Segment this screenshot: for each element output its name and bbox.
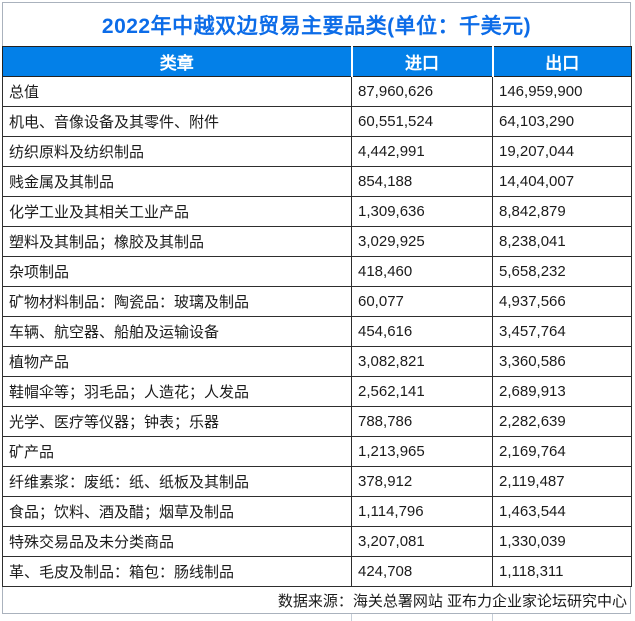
category-cell: 塑料及其制品；橡胶及其制品 bbox=[2, 226, 352, 257]
trade-table: 类章 进口 出口 总值 87,960,626 146,959,900 机电、音像… bbox=[2, 46, 632, 587]
table-body: 总值 87,960,626 146,959,900 机电、音像设备及其零件、附件… bbox=[2, 76, 632, 587]
category-cell: 革、毛皮及制品：箱包：肠线制品 bbox=[2, 556, 352, 587]
import-value-cell: 4,442,991 bbox=[351, 136, 493, 167]
export-value-cell: 3,360,586 bbox=[492, 346, 632, 377]
export-value-cell: 8,238,041 bbox=[492, 226, 632, 257]
category-cell: 光学、医疗等仪器；钟表；乐器 bbox=[2, 406, 352, 437]
import-value-cell: 1,309,636 bbox=[351, 196, 493, 227]
table-row: 纤维素浆：废纸：纸、纸板及其制品 378,912 2,119,487 bbox=[2, 466, 632, 497]
trade-table-container: 2022年中越双边贸易主要品类(单位：千美元) 类章 进口 出口 总值 87,9… bbox=[2, 2, 632, 614]
table-row: 杂项制品 418,460 5,658,232 bbox=[2, 256, 632, 287]
export-value-cell: 14,404,007 bbox=[492, 166, 632, 197]
export-value-cell: 3,457,764 bbox=[492, 316, 632, 347]
table-row: 矿产品 1,213,965 2,169,764 bbox=[2, 436, 632, 467]
category-cell: 机电、音像设备及其零件、附件 bbox=[2, 106, 352, 137]
category-cell: 矿物材料制品：陶瓷品：玻璃及制品 bbox=[2, 286, 352, 317]
import-value-cell: 418,460 bbox=[351, 256, 493, 287]
export-value-cell: 4,937,566 bbox=[492, 286, 632, 317]
import-value-cell: 3,082,821 bbox=[351, 346, 493, 377]
import-value-cell: 60,077 bbox=[351, 286, 493, 317]
column-header-export: 出口 bbox=[491, 46, 632, 77]
column-header-category: 类章 bbox=[2, 46, 352, 77]
table-row: 贱金属及其制品 854,188 14,404,007 bbox=[2, 166, 632, 197]
export-value-cell: 64,103,290 bbox=[492, 106, 632, 137]
column-header-import: 进口 bbox=[350, 46, 493, 77]
import-value-cell: 454,616 bbox=[351, 316, 493, 347]
table-row: 塑料及其制品；橡胶及其制品 3,029,925 8,238,041 bbox=[2, 226, 632, 257]
category-cell: 食品；饮料、酒及醋；烟草及制品 bbox=[2, 496, 352, 527]
table-row: 特殊交易品及未分类商品 3,207,081 1,330,039 bbox=[2, 526, 632, 557]
export-value-cell: 2,282,639 bbox=[492, 406, 632, 437]
export-value-cell: 146,959,900 bbox=[492, 76, 632, 107]
table-header: 类章 进口 出口 bbox=[2, 46, 632, 77]
import-value-cell: 1,114,796 bbox=[351, 496, 493, 527]
table-row: 植物产品 3,082,821 3,360,586 bbox=[2, 346, 632, 377]
export-value-cell: 2,169,764 bbox=[492, 436, 632, 467]
table-row: 食品；饮料、酒及醋；烟草及制品 1,114,796 1,463,544 bbox=[2, 496, 632, 527]
table-row: 总值 87,960,626 146,959,900 bbox=[2, 76, 632, 107]
export-value-cell: 8,842,879 bbox=[492, 196, 632, 227]
category-cell: 杂项制品 bbox=[2, 256, 352, 287]
category-cell: 特殊交易品及未分类商品 bbox=[2, 526, 352, 557]
export-value-cell: 19,207,044 bbox=[492, 136, 632, 167]
category-cell: 植物产品 bbox=[2, 346, 352, 377]
table-title: 2022年中越双边贸易主要品类(单位：千美元) bbox=[2, 2, 631, 46]
export-value-cell: 1,330,039 bbox=[492, 526, 632, 557]
import-value-cell: 2,562,141 bbox=[351, 376, 493, 407]
table-row: 鞋帽伞等；羽毛品；人造花；人发品 2,562,141 2,689,913 bbox=[2, 376, 632, 407]
header-row: 类章 进口 出口 bbox=[2, 46, 632, 77]
import-value-cell: 424,708 bbox=[351, 556, 493, 587]
import-value-cell: 3,207,081 bbox=[351, 526, 493, 557]
export-value-cell: 2,119,487 bbox=[492, 466, 632, 497]
table-row: 车辆、航空器、船舶及运输设备 454,616 3,457,764 bbox=[2, 316, 632, 347]
table-row: 化学工业及其相关工业产品 1,309,636 8,842,879 bbox=[2, 196, 632, 227]
import-value-cell: 788,786 bbox=[351, 406, 493, 437]
import-value-cell: 854,188 bbox=[351, 166, 493, 197]
category-cell: 总值 bbox=[2, 76, 352, 107]
table-row: 革、毛皮及制品：箱包：肠线制品 424,708 1,118,311 bbox=[2, 556, 632, 587]
import-value-cell: 378,912 bbox=[351, 466, 493, 497]
category-cell: 矿产品 bbox=[2, 436, 352, 467]
category-cell: 贱金属及其制品 bbox=[2, 166, 352, 197]
category-cell: 车辆、航空器、船舶及运输设备 bbox=[2, 316, 352, 347]
import-value-cell: 87,960,626 bbox=[351, 76, 493, 107]
export-value-cell: 5,658,232 bbox=[492, 256, 632, 287]
table-row: 矿物材料制品：陶瓷品：玻璃及制品 60,077 4,937,566 bbox=[2, 286, 632, 317]
category-cell: 鞋帽伞等；羽毛品；人造花；人发品 bbox=[2, 376, 352, 407]
data-source-note: 数据来源：海关总署网站 亚布力企业家论坛研究中心 bbox=[2, 587, 631, 614]
table-row: 机电、音像设备及其零件、附件 60,551,524 64,103,290 bbox=[2, 106, 632, 137]
import-value-cell: 60,551,524 bbox=[351, 106, 493, 137]
export-value-cell: 1,118,311 bbox=[492, 556, 632, 587]
export-value-cell: 2,689,913 bbox=[492, 376, 632, 407]
gridline-stub bbox=[492, 614, 493, 621]
table-row: 光学、医疗等仪器；钟表；乐器 788,786 2,282,639 bbox=[2, 406, 632, 437]
import-value-cell: 3,029,925 bbox=[351, 226, 493, 257]
category-cell: 化学工业及其相关工业产品 bbox=[2, 196, 352, 227]
import-value-cell: 1,213,965 bbox=[351, 436, 493, 467]
category-cell: 纺织原料及纺织制品 bbox=[2, 136, 352, 167]
export-value-cell: 1,463,544 bbox=[492, 496, 632, 527]
table-row: 纺织原料及纺织制品 4,442,991 19,207,044 bbox=[2, 136, 632, 167]
category-cell: 纤维素浆：废纸：纸、纸板及其制品 bbox=[2, 466, 352, 497]
gridline-stub bbox=[351, 614, 352, 621]
